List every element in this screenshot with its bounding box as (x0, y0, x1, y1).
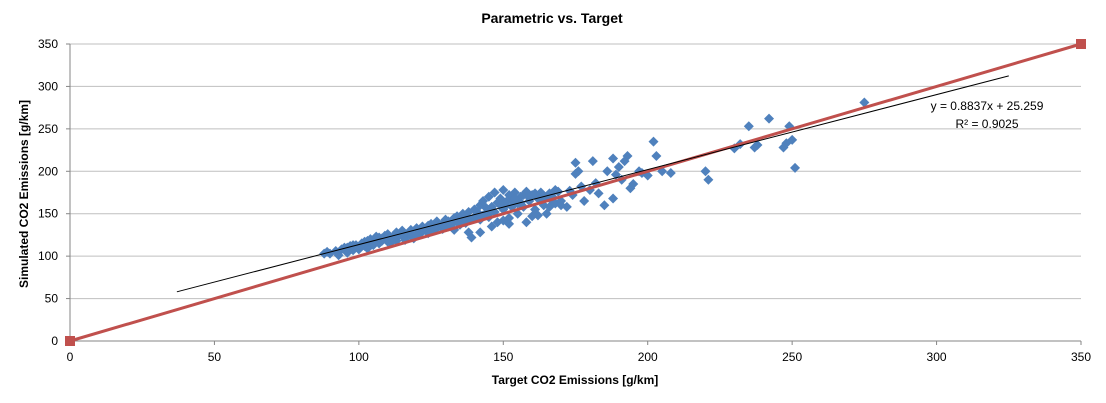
trend-equation: y = 0.8837x + 25.259 (931, 99, 1044, 113)
trendline (176, 75, 1009, 293)
data-point (486, 221, 497, 232)
fit-lines (65, 39, 1086, 346)
data-point (790, 162, 801, 173)
data-point (703, 174, 714, 185)
data-point (743, 121, 754, 132)
data-point (541, 208, 552, 219)
data-point (333, 250, 344, 261)
data-point (521, 217, 532, 228)
y-tick-label: 150 (38, 207, 58, 221)
x-tick-label: 0 (67, 350, 74, 364)
y-tick-label: 300 (38, 79, 58, 93)
x-axis-title: Target CO2 Emissions [g/km] (492, 373, 658, 387)
data-point (579, 195, 590, 206)
data-point (570, 157, 581, 168)
data-point (651, 151, 662, 162)
x-tick-label: 50 (208, 350, 222, 364)
r-squared: R² = 0.9025 (955, 117, 1018, 131)
data-point (613, 162, 624, 173)
data-point (509, 187, 520, 198)
data-point (764, 113, 775, 124)
data-point (501, 196, 512, 207)
data-point (752, 139, 763, 150)
y-tick-label: 100 (38, 249, 58, 263)
y-tick-labels: 0 50 100 150 200 250 300 350 (38, 37, 58, 348)
data-point (556, 200, 567, 211)
data-point (509, 193, 520, 204)
data-point (353, 244, 364, 255)
data-point (602, 166, 613, 177)
data-point (368, 240, 379, 251)
data-point (787, 134, 798, 145)
data-point (348, 240, 359, 251)
data-point (475, 227, 486, 238)
x-tick-label: 250 (782, 350, 802, 364)
x-tick-label: 350 (1071, 350, 1091, 364)
x-tick-label: 150 (493, 350, 513, 364)
y-tick-label: 250 (38, 122, 58, 136)
x-tick-labels: 0 50 100 150 200 250 300 350 (67, 350, 1092, 364)
x-tick-label: 100 (349, 350, 369, 364)
data-point (483, 191, 494, 202)
reference-line-marker (1076, 39, 1086, 49)
chart-title: Parametric vs. Target (481, 10, 623, 26)
data-point (431, 223, 442, 234)
data-point (466, 232, 477, 243)
axes (66, 43, 1082, 345)
data-point (498, 184, 509, 195)
data-point (648, 136, 659, 147)
y-tick-label: 350 (38, 37, 58, 51)
data-point (859, 97, 870, 108)
x-tick-label: 200 (638, 350, 658, 364)
y-tick-label: 50 (45, 292, 59, 306)
data-point (665, 167, 676, 178)
y-tick-label: 0 (51, 334, 58, 348)
data-point (587, 156, 598, 167)
data-point (700, 166, 711, 177)
data-point (599, 200, 610, 211)
data-point (593, 188, 604, 199)
y-tick-label: 200 (38, 164, 58, 178)
data-point (498, 215, 509, 226)
gridlines (70, 43, 1081, 300)
data-point (530, 188, 541, 199)
data-point (527, 211, 538, 222)
data-point (573, 166, 584, 177)
data-point (489, 187, 500, 198)
reference-line-marker (65, 336, 75, 346)
data-point (622, 151, 633, 162)
data-points (319, 97, 870, 261)
reference-line (69, 42, 1082, 343)
data-point (486, 206, 497, 217)
y-axis-title: Simulated CO2 Emissions [g/km] (17, 100, 31, 288)
data-point (628, 179, 639, 190)
x-tick-label: 300 (927, 350, 947, 364)
data-point (608, 193, 619, 204)
data-point (608, 153, 619, 164)
data-point (553, 186, 564, 197)
